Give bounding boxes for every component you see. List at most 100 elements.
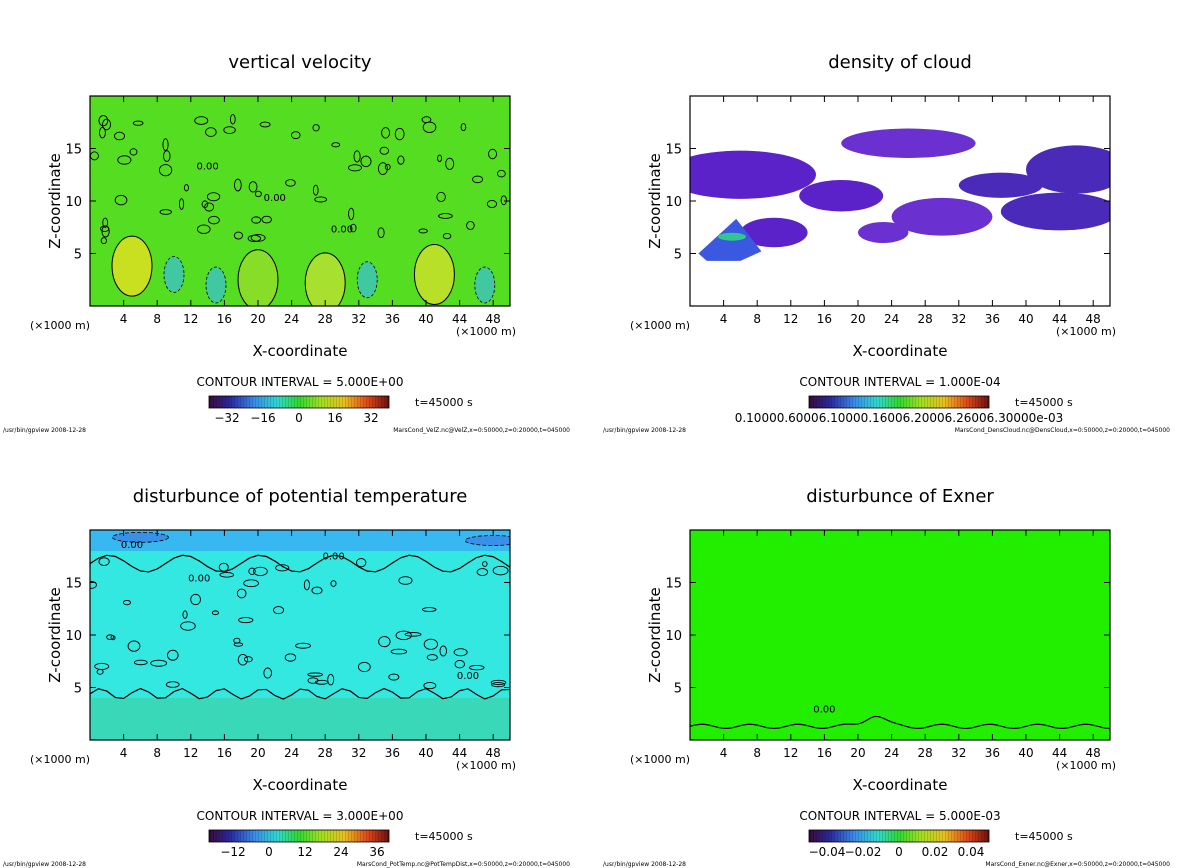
contour-line xyxy=(330,580,337,587)
cloud-core-peak xyxy=(718,232,746,241)
contour-line xyxy=(106,634,115,640)
contour-label: 0.00 xyxy=(322,551,344,562)
cloud-region xyxy=(891,197,993,236)
colorbar-bands xyxy=(809,396,989,408)
colorbar-tick-label: −32 xyxy=(214,411,239,425)
x-unit-label-right: (×1000 m) xyxy=(1056,759,1116,772)
contour-line xyxy=(331,142,341,148)
colorbar-frame xyxy=(808,395,990,409)
time-stamp: t=45000 s xyxy=(415,830,473,843)
cloud-region xyxy=(958,172,1043,198)
cloud-region xyxy=(1000,192,1110,231)
contour-line xyxy=(358,661,371,673)
y-tick-label: 5 xyxy=(674,682,682,697)
x-tick-label: 28 xyxy=(918,312,933,326)
cloud-region xyxy=(740,217,808,248)
contour-line xyxy=(353,150,361,163)
x-tick-label: 16 xyxy=(817,746,832,760)
x-tick-label: 32 xyxy=(951,746,966,760)
contour-line xyxy=(261,215,272,224)
downdraft-cell xyxy=(356,261,378,299)
contour-line xyxy=(491,682,506,688)
x-tick-label: 40 xyxy=(418,312,433,326)
downdraft-cell xyxy=(205,266,227,304)
x-tick-label: 20 xyxy=(250,312,265,326)
footer-right: MarsCond_Exner.nc@Exner,x=0:50000,z=0:20… xyxy=(985,861,1170,868)
contour-label: 0.00 xyxy=(196,162,218,173)
updraft-cell xyxy=(237,249,279,306)
x-axis-title: X-coordinate xyxy=(253,342,348,360)
x-tick-label: 8 xyxy=(153,312,161,326)
plot-area: 0.00 0.00 0.00 xyxy=(90,96,510,306)
y-tick-label: 5 xyxy=(74,248,82,263)
contour-line xyxy=(117,155,132,165)
footer-right: MarsCond_PotTemp.nc@PotTempDist,x=0:5000… xyxy=(357,861,570,868)
contour-line xyxy=(421,607,437,612)
contour-line xyxy=(150,659,168,667)
contour-line xyxy=(248,567,256,575)
contour-line xyxy=(360,155,372,168)
contour-line xyxy=(205,127,217,137)
cloud-region xyxy=(1026,145,1110,194)
contour-line xyxy=(206,192,221,202)
contour-line xyxy=(388,673,400,681)
x-tick-label: 44 xyxy=(452,746,467,760)
contour-line xyxy=(378,636,391,648)
colorbar-tick-label: −16 xyxy=(250,411,275,425)
y-tick-label: 5 xyxy=(674,248,682,263)
footer-right: MarsCond_DensCloud.nc@DensCloud,x=0:5000… xyxy=(955,427,1170,434)
y-tick-label: 10 xyxy=(665,629,682,644)
contour-line xyxy=(251,216,262,224)
contour-line xyxy=(158,164,173,177)
colorbar-tick-label: −12 xyxy=(220,845,245,859)
contour-line xyxy=(132,120,144,126)
contour-line xyxy=(690,715,1110,730)
colorbar-tick-label: 32 xyxy=(363,411,378,425)
contour-line xyxy=(110,635,116,641)
footer-left: /usr/bin/gpview 2008-12-28 xyxy=(3,427,86,434)
contour-line xyxy=(404,632,422,637)
contour-line xyxy=(472,175,484,184)
contour-line xyxy=(379,146,389,155)
cloud-region xyxy=(858,222,909,243)
contour-line xyxy=(423,638,438,650)
colorbar-tick-label: 0.04 xyxy=(958,845,985,859)
contour-line xyxy=(248,181,258,193)
x-tick-label: 16 xyxy=(217,746,232,760)
contour-line xyxy=(165,681,180,688)
contour-line xyxy=(273,606,285,615)
x-tick-label: 44 xyxy=(452,312,467,326)
x-unit-label-right: (×1000 m) xyxy=(1056,325,1116,338)
contour-label: 0.00 xyxy=(188,573,210,584)
y-axis-title: Z-coordinate xyxy=(646,153,664,248)
colorbar-tick-label: −0.02 xyxy=(845,845,882,859)
contour-line xyxy=(237,653,248,666)
contour-line xyxy=(311,586,323,595)
contour-line xyxy=(466,221,475,230)
contour-line xyxy=(469,664,485,671)
contour-label: 0.00 xyxy=(121,540,143,551)
y-tick-label: 5 xyxy=(74,682,82,697)
footer-left: /usr/bin/gpview 2008-12-28 xyxy=(3,861,86,868)
contour-line xyxy=(183,184,189,192)
contour-line xyxy=(98,557,110,566)
plot-area: 0.00 0.00 0.00 0.00 xyxy=(90,530,510,740)
x-tick-label: 32 xyxy=(351,746,366,760)
colorbar-bands xyxy=(809,830,989,842)
chart-title: disturbunce of Exner xyxy=(806,486,994,507)
x-unit-label-left: (×1000 m) xyxy=(630,753,690,766)
x-tick-label: 8 xyxy=(753,746,761,760)
contour-line xyxy=(243,656,253,663)
contour-interval: CONTOUR INTERVAL = 5.000E+00 xyxy=(197,375,404,389)
contour-line xyxy=(133,659,148,666)
y-axis-title: Z-coordinate xyxy=(46,153,64,248)
x-tick-label: 20 xyxy=(850,312,865,326)
contour-line xyxy=(377,227,385,239)
x-tick-label: 44 xyxy=(1052,746,1067,760)
x-tick-label: 12 xyxy=(183,746,198,760)
contour-line xyxy=(418,228,428,234)
contour-line xyxy=(122,599,131,606)
colorbar-frame xyxy=(808,829,990,843)
colorbar-bands xyxy=(209,396,389,408)
